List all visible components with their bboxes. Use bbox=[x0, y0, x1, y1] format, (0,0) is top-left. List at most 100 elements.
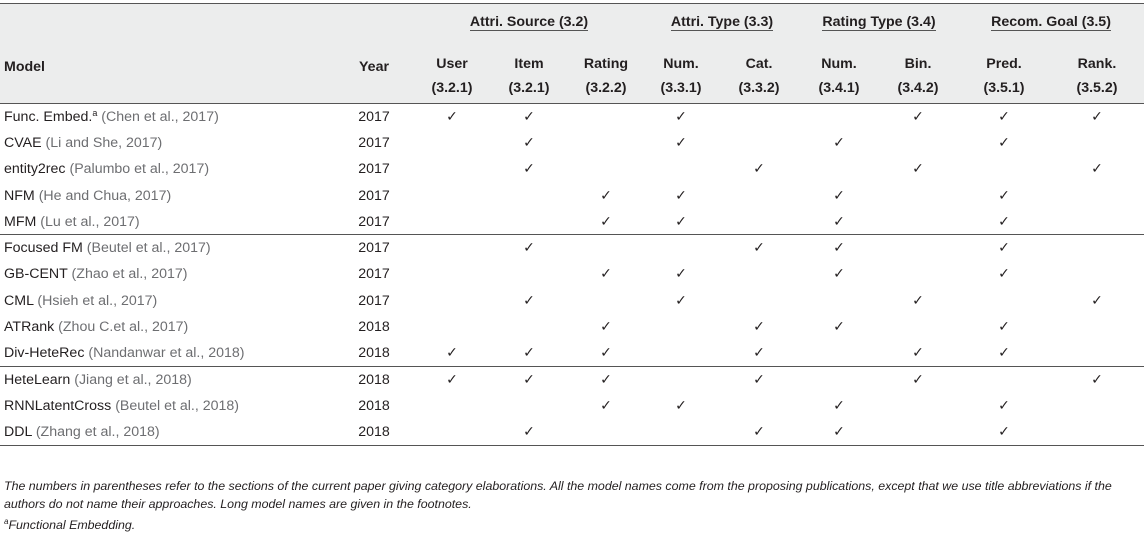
empty-cell bbox=[414, 288, 490, 314]
table-row: MFM (Lu et al., 2017) 2017 ✓ ✓ ✓ ✓ bbox=[0, 208, 1144, 236]
year-cell: 2017 bbox=[358, 134, 390, 151]
empty-cell bbox=[1050, 182, 1144, 208]
table-row: DDL (Zhang et al., 2018) 2018 ✓ ✓ ✓ ✓ bbox=[0, 419, 1144, 446]
footnote-text: The numbers in parentheses refer to the … bbox=[4, 479, 1112, 511]
checkmark-icon: ✓ bbox=[800, 208, 878, 236]
year-cell: 2018 bbox=[358, 371, 390, 388]
citation-link[interactable]: (Beutel et al., 2018) bbox=[115, 397, 240, 414]
citation-link[interactable]: (Beutel et al., 2017) bbox=[86, 240, 211, 257]
citation-link[interactable]: (Lu et al., 2017) bbox=[40, 213, 140, 230]
model-cell: CML (Hsieh et al., 2017) bbox=[0, 288, 334, 314]
empty-cell bbox=[878, 182, 958, 208]
citation-link[interactable]: (Hsieh et al., 2017) bbox=[37, 292, 158, 309]
empty-cell bbox=[958, 366, 1050, 392]
empty-cell bbox=[568, 130, 644, 156]
subcolumn-name: Cat. bbox=[745, 55, 773, 72]
empty-cell bbox=[414, 130, 490, 156]
model-cell: GB-CENT (Zhao et al., 2017) bbox=[0, 261, 334, 287]
model-name: ATRank bbox=[4, 319, 55, 336]
model-cell: ATRank (Zhou C.et al., 2017) bbox=[0, 314, 334, 340]
model-name: RNNLatentCross bbox=[4, 397, 112, 414]
empty-cell bbox=[1050, 208, 1144, 236]
model-cell: RNNLatentCross (Beutel et al., 2018) bbox=[0, 393, 334, 419]
citation-link[interactable]: (Jiang et al., 2018) bbox=[74, 371, 192, 388]
checkmark-icon: ✓ bbox=[912, 292, 924, 309]
table-row: Focused FM (Beutel et al., 2017) 2017 ✓ ✓ ✓ ✓ bbox=[0, 235, 1144, 261]
checkmark-icon: ✓ bbox=[523, 161, 535, 178]
checkmark-icon: ✓ bbox=[753, 319, 765, 336]
checkmark-icon: ✓ bbox=[833, 266, 845, 283]
empty-cell bbox=[800, 340, 878, 367]
year-cell: 2017 bbox=[358, 292, 390, 309]
model-cell: CVAE (Li and She, 2017) bbox=[0, 130, 334, 156]
subcolumn-header: Num. (3.3.1) bbox=[644, 42, 718, 104]
checkmark-icon: ✓ bbox=[1091, 108, 1103, 125]
group-label: Rating Type (3.4) bbox=[822, 14, 936, 32]
footnote-marker: a bbox=[92, 107, 98, 118]
empty-cell bbox=[878, 130, 958, 156]
model-cell: DDL (Zhang et al., 2018) bbox=[0, 419, 334, 446]
empty-cell bbox=[800, 156, 878, 182]
model-name: CVAE bbox=[4, 134, 42, 151]
subcolumn-header: Pred. (3.5.1) bbox=[958, 42, 1050, 104]
model-name: GB-CENT bbox=[4, 266, 68, 283]
table-row: HeteLearn (Jiang et al., 2018) 2018 ✓ ✓ ✓ ✓ ✓ ✓ bbox=[0, 366, 1144, 392]
checkmark-icon: ✓ bbox=[600, 397, 612, 414]
citation-link[interactable]: (Zhang et al., 2018) bbox=[35, 423, 160, 440]
empty-cell bbox=[878, 208, 958, 236]
subcolumn-section: (3.2.2) bbox=[585, 79, 627, 96]
checkmark-icon: ✓ bbox=[912, 161, 924, 178]
group-header-recom-goal: Recom. Goal (3.5) bbox=[958, 4, 1144, 42]
table-row: entity2rec (Palumbo et al., 2017) 2017 ✓ ✓ ✓… bbox=[0, 156, 1144, 182]
checkmark-icon: ✓ bbox=[718, 419, 800, 446]
model-cell: MFM (Lu et al., 2017) bbox=[0, 208, 334, 236]
checkmark-icon: ✓ bbox=[998, 266, 1010, 283]
year-cell: 2017 bbox=[358, 187, 390, 204]
empty-cell bbox=[414, 419, 490, 446]
subcolumn-section: (3.5.1) bbox=[983, 79, 1025, 96]
subcolumn-header: Num. (3.4.1) bbox=[800, 42, 878, 104]
year-cell: 2018 bbox=[358, 397, 390, 414]
footnote-a-text: Functional Embedding. bbox=[8, 518, 136, 533]
subcolumn-name: Bin. bbox=[904, 55, 932, 72]
year-cell: 2017 bbox=[334, 208, 414, 236]
subcolumn-name: User bbox=[436, 55, 468, 72]
empty-cell bbox=[1050, 314, 1144, 340]
checkmark-icon: ✓ bbox=[568, 208, 644, 236]
model-name: Focused FM bbox=[4, 240, 83, 257]
checkmark-icon: ✓ bbox=[446, 371, 458, 388]
table-row: Div-HeteRec (Nandanwar et al., 2018) 2018… bbox=[0, 340, 1144, 367]
empty-cell bbox=[958, 156, 1050, 182]
citation-link[interactable]: (Palumbo et al., 2017) bbox=[69, 161, 210, 178]
year-cell: 2018 bbox=[334, 340, 414, 367]
subcolumn-section: (3.4.1) bbox=[818, 79, 860, 96]
empty-cell bbox=[1050, 130, 1144, 156]
checkmark-icon: ✓ bbox=[912, 371, 924, 388]
empty-cell bbox=[718, 130, 800, 156]
citation-link[interactable]: (Zhao et al., 2017) bbox=[71, 266, 188, 283]
checkmark-icon: ✓ bbox=[644, 208, 718, 236]
year-cell: 2018 bbox=[358, 319, 390, 336]
citation-link[interactable]: (Nandanwar et al., 2018) bbox=[88, 345, 245, 362]
empty-cell bbox=[878, 419, 958, 446]
empty-cell bbox=[644, 366, 718, 392]
subcolumn-section: (3.3.2) bbox=[738, 79, 780, 96]
year-cell: 2018 bbox=[334, 419, 414, 446]
checkmark-icon: ✓ bbox=[446, 108, 458, 125]
empty-cell bbox=[644, 340, 718, 367]
model-cell: Focused FM (Beutel et al., 2017) bbox=[0, 235, 334, 261]
checkmark-icon: ✓ bbox=[998, 397, 1010, 414]
checkmark-icon: ✓ bbox=[600, 319, 612, 336]
group-header-attri-source: Attri. Source (3.2) bbox=[414, 4, 644, 42]
subcolumn-header: Cat. (3.3.2) bbox=[718, 42, 800, 104]
citation-link[interactable]: (He and Chua, 2017) bbox=[38, 187, 172, 204]
citation-link[interactable]: (Zhou C.et al., 2017) bbox=[58, 319, 189, 336]
empty-cell bbox=[800, 104, 878, 130]
checkmark-icon: ✓ bbox=[1091, 161, 1103, 178]
checkmark-icon: ✓ bbox=[833, 397, 845, 414]
empty-cell bbox=[644, 419, 718, 446]
citation-link[interactable]: (Chen et al., 2017) bbox=[101, 108, 219, 125]
citation-link[interactable]: (Li and She, 2017) bbox=[45, 134, 163, 151]
empty-cell bbox=[958, 288, 1050, 314]
